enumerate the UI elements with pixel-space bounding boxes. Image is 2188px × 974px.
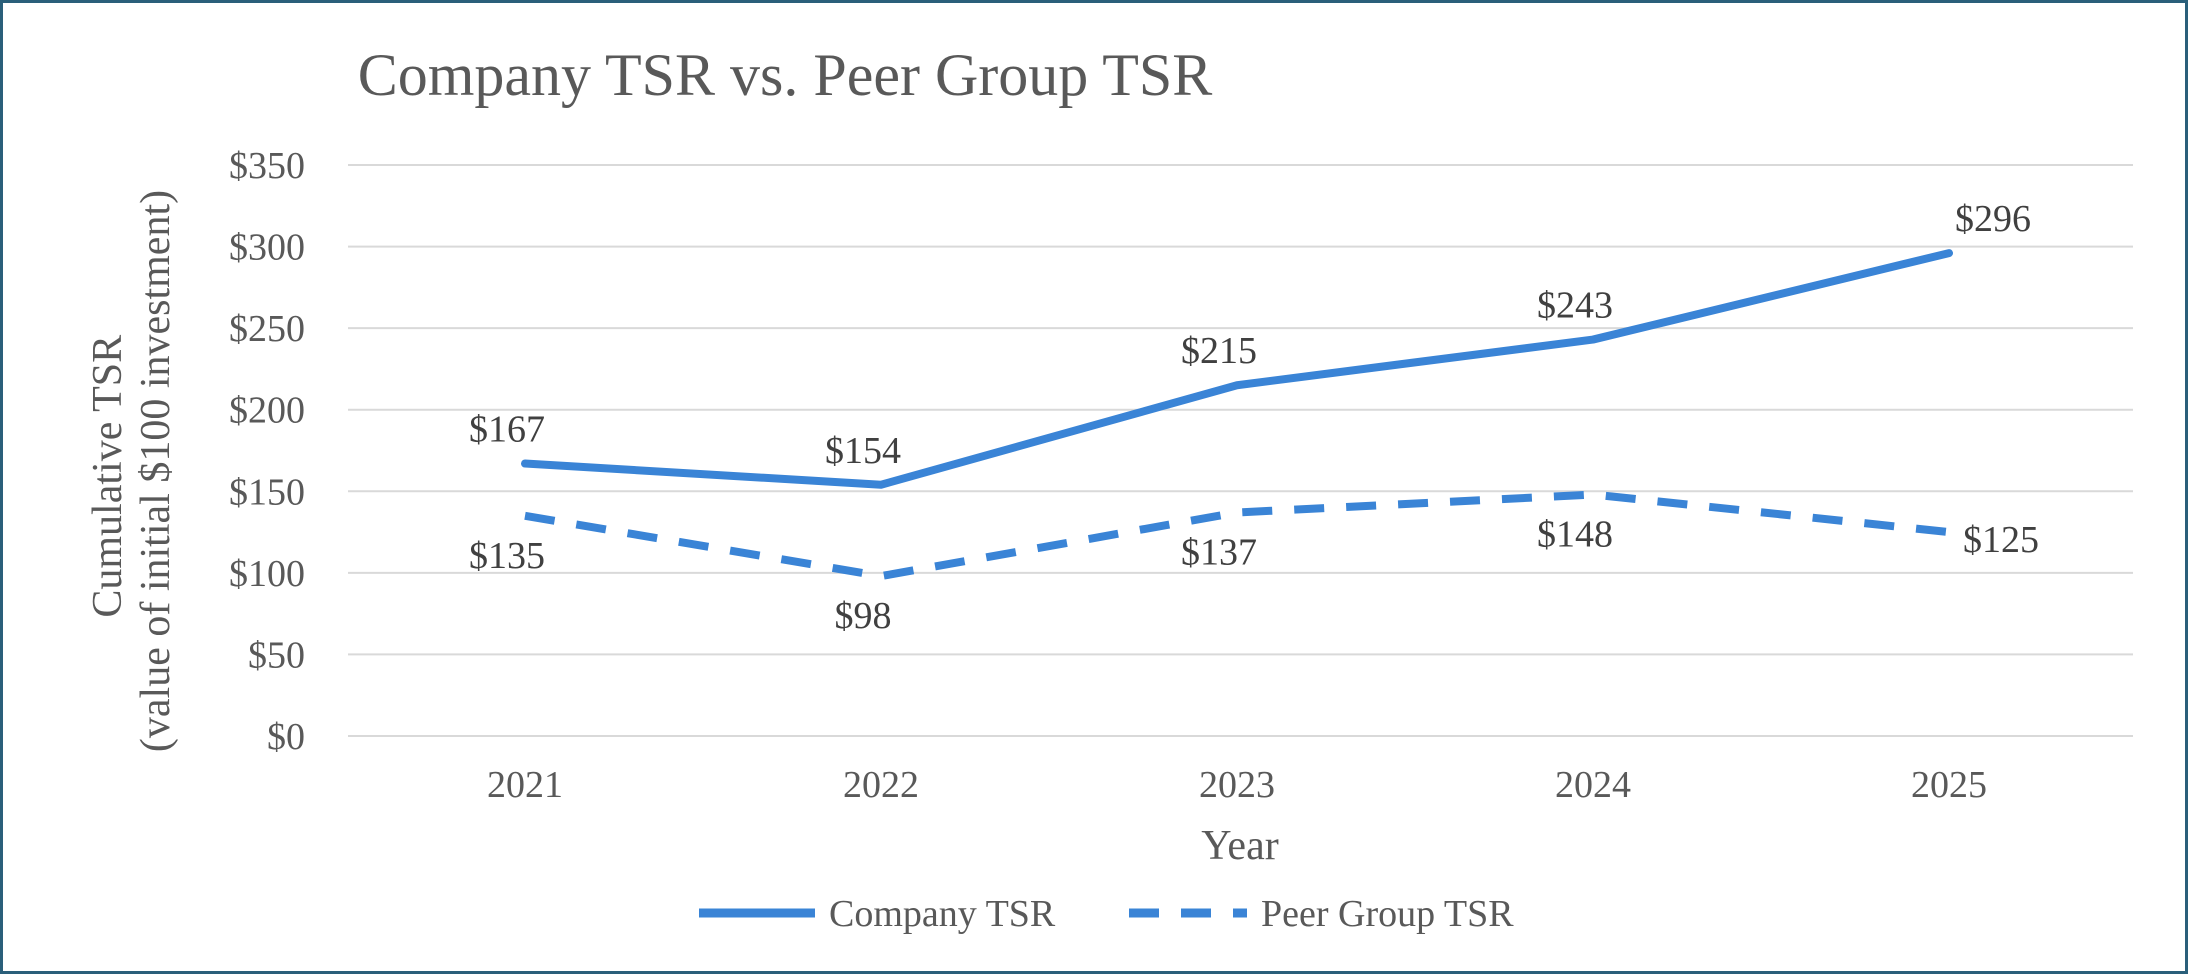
x-tick-label: 2023 [1199, 764, 1275, 806]
gridlines [348, 164, 2133, 737]
y-tick-label: $300 [229, 227, 305, 269]
company-data-label: $296 [1955, 198, 2031, 240]
y-tick-label: $350 [229, 145, 305, 187]
y-tick-label: $50 [248, 634, 305, 676]
company-data-label: $243 [1537, 285, 1613, 327]
y-tick-label: $200 [229, 390, 305, 432]
y-tick-label: $0 [267, 716, 305, 758]
chart-title: Company TSR vs. Peer Group TSR [358, 42, 1213, 108]
y-axis-title-line-1: Cumulative TSR [85, 335, 131, 618]
y-axis-title-line-2: (value of initial $100 investment) [133, 190, 179, 752]
company-data-label: $154 [825, 430, 901, 472]
series-lines [521, 249, 1953, 581]
company-data-label: $215 [1181, 330, 1257, 372]
y-tick-label: $150 [229, 471, 305, 513]
x-tick-label: 2021 [487, 764, 563, 806]
peer-data-label: $98 [835, 595, 892, 637]
legend-item-peer[interactable]: Peer Group TSR [1129, 893, 1514, 935]
peer-data-label: $125 [1963, 519, 2039, 561]
x-axis-ticks: 2021 2022 2023 2024 2025 [487, 764, 1987, 806]
y-tick-label: $100 [229, 553, 305, 595]
y-tick-label: $250 [229, 308, 305, 350]
legend-label-company: Company TSR [829, 893, 1056, 935]
company-tsr-line [521, 249, 1953, 489]
data-labels: $167 $154 $215 $243 $296 $135 $98 $137 $148 $125 [469, 198, 2039, 637]
x-tick-label: 2025 [1911, 764, 1987, 806]
y-axis-title: Cumulative TSR (value of initial $100 in… [85, 190, 179, 752]
legend-label-peer: Peer Group TSR [1261, 893, 1514, 935]
company-data-label: $167 [469, 409, 545, 451]
x-axis-title: Year [1201, 823, 1278, 869]
x-tick-label: 2022 [843, 764, 919, 806]
peer-data-label: $148 [1537, 514, 1613, 556]
x-tick-label: 2024 [1555, 764, 1631, 806]
legend-item-company[interactable]: Company TSR [699, 893, 1056, 935]
chart-svg: Company TSR vs. Peer Group TSR $0 $50 $100… [85, 42, 2133, 935]
legend: Company TSR Peer Group TSR [699, 893, 1514, 935]
y-axis-ticks: $0 $50 $100 $150 $200 $250 $300 $350 [229, 145, 305, 758]
peer-data-label: $135 [469, 535, 545, 577]
peer-data-label: $137 [1181, 531, 1257, 573]
peer-group-tsr-line [524, 490, 1950, 581]
